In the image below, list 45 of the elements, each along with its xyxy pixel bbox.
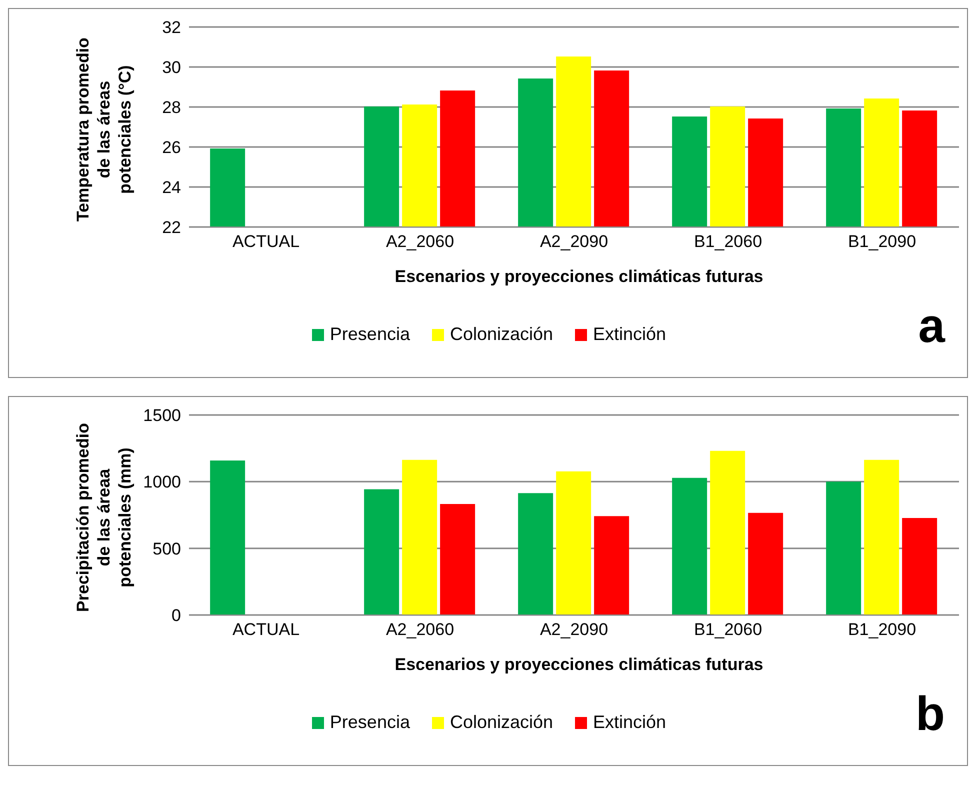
bar: [594, 516, 630, 615]
x-tick-label: B1_2060: [694, 620, 762, 640]
x-tick-label: A2_2090: [540, 232, 608, 252]
y-tick-label: 1500: [143, 406, 181, 426]
x-axis-title: Escenarios y proyecciones climáticas futuras: [394, 655, 764, 675]
y-axis-title: Temperatura promedio de las áreas potenciales (°C): [72, 36, 136, 224]
y-tick-label: 0: [172, 606, 181, 626]
bar: [364, 489, 400, 615]
y-axis-title: Precipitación promedio de las áreaa potenciales (mm): [72, 422, 136, 612]
bar: [672, 478, 708, 615]
x-tick-label: A2_2090: [540, 620, 608, 640]
y-tick-label: 24: [162, 178, 181, 198]
legend-label: Colonización: [448, 712, 554, 733]
y-tick-label: 22: [162, 218, 181, 238]
legend-label: Extinción: [592, 712, 666, 733]
bar: [748, 512, 784, 615]
y-tick-label: 32: [162, 18, 181, 38]
bar: [710, 450, 746, 615]
bar: [440, 504, 476, 615]
text: b: [916, 687, 945, 742]
bar: [902, 518, 938, 615]
y-tick-label: 1000: [143, 472, 181, 492]
y-tick-label: 500: [152, 539, 181, 558]
legend-label: Extinción: [592, 324, 666, 345]
bar: [826, 482, 862, 615]
x-tick-label: ACTUAL: [232, 620, 300, 640]
x-tick-label: B1_2090: [848, 620, 916, 640]
x-tick-label: ACTUAL: [232, 232, 300, 252]
legend-label: Presencia: [328, 324, 410, 345]
bar: [864, 460, 900, 615]
bar: [556, 471, 592, 615]
x-tick-label: A2_2060: [386, 620, 454, 640]
text: a: [918, 299, 945, 354]
x-tick-label: A2_2060: [386, 232, 454, 252]
legend-label: Colonización: [448, 324, 554, 345]
legend-label: Presencia: [328, 712, 410, 733]
y-tick-label: 30: [162, 58, 181, 78]
bar: [518, 493, 554, 615]
y-tick-label: 28: [162, 98, 181, 118]
y-tick-label: 26: [162, 138, 181, 158]
x-tick-label: B1_2060: [694, 232, 762, 252]
bar: [402, 460, 438, 615]
bar: [210, 460, 246, 615]
x-tick-label: B1_2090: [848, 232, 916, 252]
x-axis-title: Escenarios y proyecciones climáticas futuras: [394, 267, 764, 287]
